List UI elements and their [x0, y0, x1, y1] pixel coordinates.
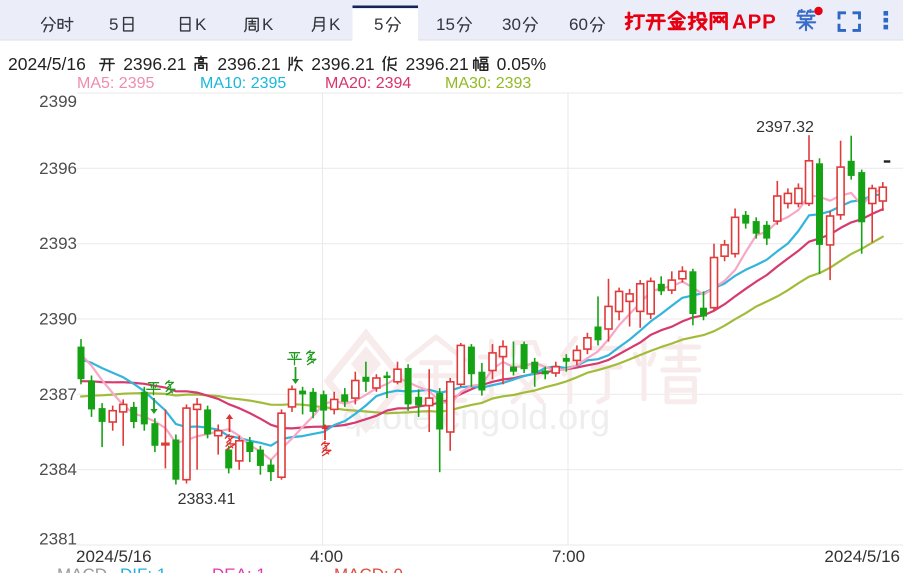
svg-text:2396.21: 2396.21 — [123, 54, 186, 74]
svg-text:2396: 2396 — [39, 159, 77, 178]
svg-text:5: 5 — [374, 15, 383, 34]
svg-text:APP: APP — [732, 11, 777, 34]
svg-text:2390: 2390 — [39, 310, 77, 329]
svg-text:2396.21: 2396.21 — [406, 54, 469, 74]
svg-text:DIF: 1: DIF: 1 — [120, 565, 166, 573]
svg-text:K: K — [195, 15, 207, 34]
svg-text:MA20: 2394: MA20: 2394 — [325, 75, 411, 92]
svg-text:2397.32: 2397.32 — [756, 119, 814, 136]
svg-text:2396.21: 2396.21 — [217, 54, 280, 74]
svg-text:0.05%: 0.05% — [497, 54, 547, 74]
svg-text:2024/5/16: 2024/5/16 — [76, 547, 152, 566]
svg-text:2024/5/16: 2024/5/16 — [824, 547, 900, 566]
svg-text:2024/5/16: 2024/5/16 — [8, 54, 86, 74]
svg-text:DEA: 1: DEA: 1 — [212, 565, 266, 573]
svg-text:MACD: 0: MACD: 0 — [334, 565, 403, 573]
svg-text:MA10: 2395: MA10: 2395 — [200, 75, 286, 92]
svg-text:MA5: 2395: MA5: 2395 — [77, 75, 154, 92]
svg-text:7:00: 7:00 — [552, 547, 585, 566]
svg-text:15: 15 — [436, 15, 455, 34]
svg-text:MACD: MACD — [57, 565, 107, 573]
svg-text:2387: 2387 — [39, 385, 77, 404]
svg-text:2393: 2393 — [39, 234, 77, 253]
svg-text:4:00: 4:00 — [310, 547, 343, 566]
svg-text:K: K — [262, 15, 274, 34]
svg-text:K: K — [329, 15, 341, 34]
svg-text:MA30: 2393: MA30: 2393 — [445, 75, 531, 92]
svg-text:2381: 2381 — [39, 530, 77, 549]
svg-text:2383.41: 2383.41 — [178, 491, 236, 508]
svg-text:60: 60 — [569, 15, 588, 34]
svg-text:30: 30 — [502, 15, 521, 34]
svg-text:5: 5 — [109, 15, 118, 34]
svg-text:2384: 2384 — [39, 460, 77, 479]
svg-text:2396.21: 2396.21 — [311, 54, 374, 74]
svg-text:2399: 2399 — [39, 92, 77, 111]
svg-text:quote.cngold.org: quote.cngold.org — [342, 396, 610, 437]
